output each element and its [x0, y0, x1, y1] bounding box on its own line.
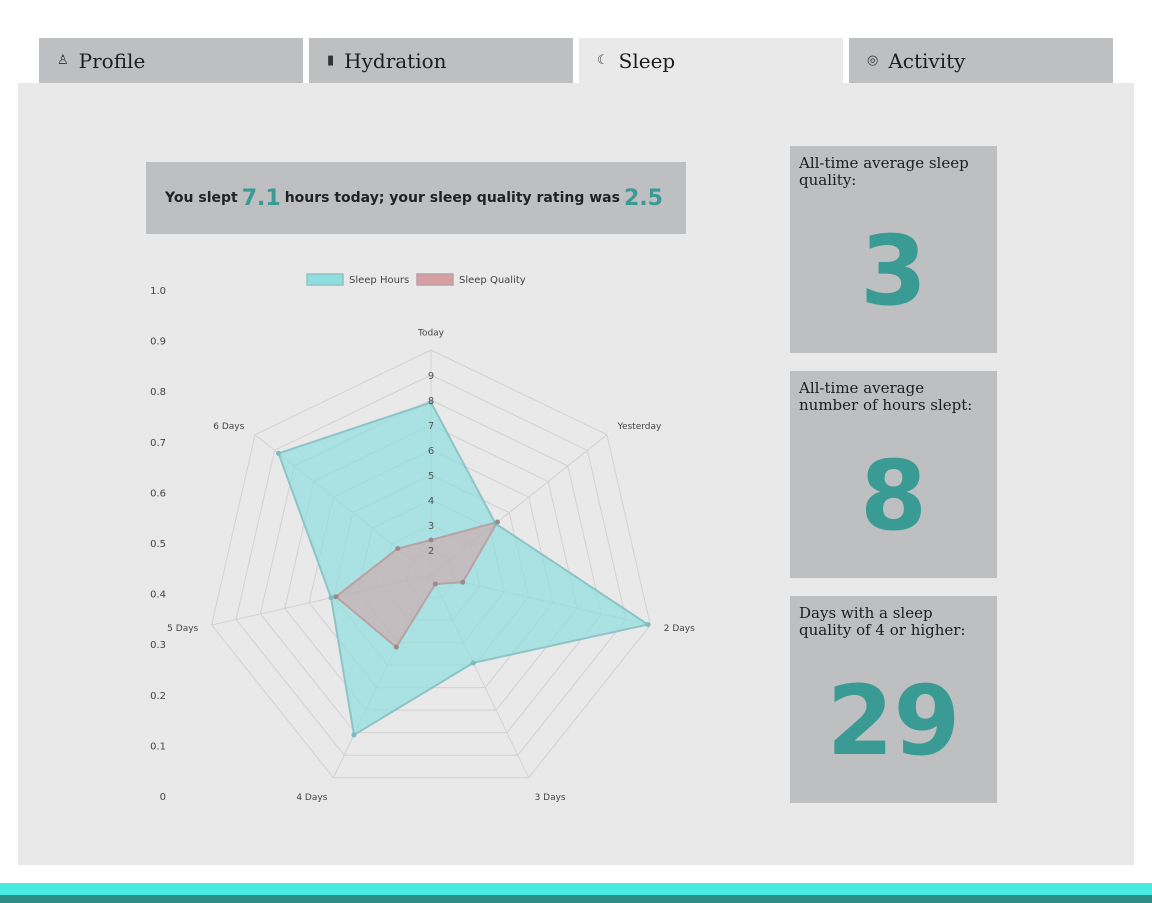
- radial-tick-label: 3: [428, 521, 434, 532]
- y-tick-label: 0.6: [150, 488, 166, 499]
- axis-label: 5 Days: [167, 624, 198, 634]
- y-tick-label: 0.9: [150, 337, 166, 348]
- y-tick-label: 0.8: [150, 387, 166, 398]
- radar-grid-ring: [235, 374, 627, 756]
- y-tick-label: 0: [160, 792, 166, 803]
- activity-icon: ◎: [867, 53, 879, 68]
- radial-tick-label: 6: [428, 446, 434, 457]
- card-value: 3: [860, 215, 927, 327]
- y-tick-label: 0.3: [150, 640, 166, 651]
- data-point: [428, 400, 434, 405]
- tab-label: Sleep: [618, 48, 676, 73]
- person-icon: ♙: [57, 53, 69, 68]
- data-point: [395, 546, 401, 552]
- summary-middle: hours today; your sleep quality rating w…: [284, 190, 620, 206]
- footer-accent-bar: [0, 883, 1152, 895]
- radar-grid-ring: [259, 399, 603, 734]
- y-tick-label: 1.0: [150, 286, 166, 297]
- legend-label: Sleep Quality: [459, 275, 526, 286]
- data-point: [393, 644, 399, 650]
- data-point: [460, 579, 466, 585]
- data-point: [428, 537, 434, 543]
- tab-profile[interactable]: ♙ Profile: [39, 38, 303, 83]
- y-tick-label: 0.1: [150, 741, 166, 752]
- tab-bar: ♙ Profile ▮ Hydration ☾ Sleep ◎ Activity: [39, 38, 1113, 83]
- radial-tick-label: 4: [428, 496, 434, 507]
- radar-grid-ring: [211, 349, 651, 779]
- data-point: [470, 660, 476, 666]
- radial-tick-label: 5: [428, 471, 434, 482]
- axis-label: 2 Days: [664, 624, 695, 634]
- radial-tick-label: 7: [428, 421, 434, 432]
- axis-label: 6 Days: [213, 422, 244, 432]
- summary-hours: 7.1: [241, 185, 281, 211]
- radial-tick-label: 2: [428, 546, 434, 557]
- data-point: [333, 594, 339, 600]
- data-point: [328, 595, 334, 601]
- data-point: [351, 732, 357, 738]
- legend-label: Sleep Hours: [349, 275, 409, 286]
- card-average-hours: All-time average number of hours slept: …: [790, 371, 997, 578]
- summary-quality: 2.5: [623, 185, 663, 211]
- tab-label: Activity: [888, 48, 966, 73]
- legend-swatch: [416, 273, 454, 286]
- card-label: Days with a sleep quality of 4 or higher…: [799, 604, 966, 639]
- tab-label: Hydration: [344, 48, 447, 73]
- tab-sleep[interactable]: ☾ Sleep: [579, 38, 843, 83]
- y-tick-label: 0.7: [150, 438, 166, 449]
- series-area-sleep-quality: [334, 520, 500, 649]
- moon-icon: ☾: [597, 53, 609, 68]
- axis-label: 3 Days: [535, 793, 566, 803]
- axis-label: 4 Days: [296, 793, 327, 803]
- footer-bar: [0, 895, 1152, 903]
- axis-label: Today: [417, 328, 445, 338]
- card-quality-days: Days with a sleep quality of 4 or higher…: [790, 596, 997, 803]
- y-tick-label: 0.5: [150, 539, 166, 550]
- bottle-icon: ▮: [327, 53, 335, 68]
- radial-tick-label: 9: [428, 371, 434, 382]
- tab-hydration[interactable]: ▮ Hydration: [309, 38, 573, 83]
- legend-swatch: [306, 273, 344, 286]
- axis-label: Yesterday: [617, 422, 662, 432]
- card-value: 29: [826, 665, 961, 777]
- y-tick-label: 0.4: [150, 590, 166, 601]
- summary-prefix: You slept: [165, 190, 238, 206]
- sleep-radar-chart: 2 3 4 5 6 7 8 9 Today Yesterday 2 Days 3 Days 4 Days…: [150, 273, 695, 803]
- card-value: 8: [860, 440, 927, 552]
- tab-activity[interactable]: ◎ Activity: [849, 38, 1113, 83]
- data-point: [276, 450, 282, 456]
- y-tick-label: 0.2: [150, 691, 166, 702]
- data-point: [494, 519, 500, 525]
- card-label: All-time average sleep quality:: [799, 154, 969, 189]
- card-average-quality: All-time average sleep quality: 3: [790, 146, 997, 353]
- radial-tick-label: 8: [428, 396, 434, 407]
- data-point: [432, 581, 438, 587]
- card-label: All-time average number of hours slept:: [799, 379, 973, 414]
- sleep-summary: You slept 7.1 hours today; your sleep qu…: [146, 162, 686, 234]
- tab-label: Profile: [78, 48, 146, 73]
- data-point: [645, 622, 651, 628]
